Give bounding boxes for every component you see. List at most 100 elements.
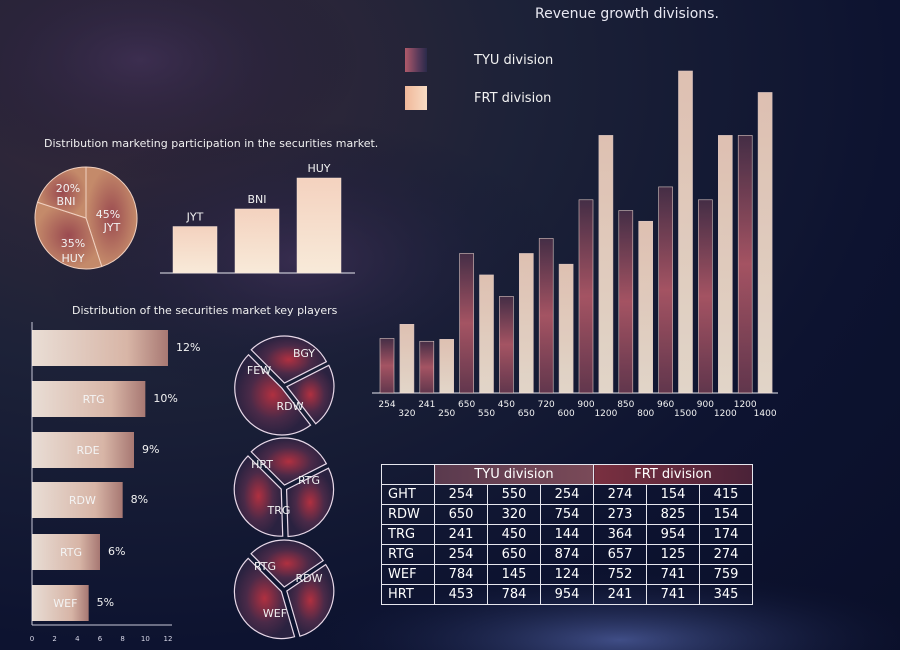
pie-slice [85,166,138,268]
hbar-category-label: RDE [76,444,99,457]
hbar-tick-label: 4 [75,635,80,643]
revenue-tick-label: 254 [378,400,395,410]
hbar-bar [32,585,89,621]
hbar-tick-label: 2 [52,635,56,643]
revenue-tick-label: 1500 [674,409,697,419]
table-cell: 320 [487,504,541,525]
pie-few-label: BGY [293,347,315,360]
revenue-bar [518,253,534,394]
table-cell: 954 [646,524,700,545]
small-bar-label: JYT [186,211,204,224]
hbar-bar [32,534,100,570]
pie-slice [34,201,103,270]
hbar-tick-label: 6 [98,635,103,643]
revenue-bar [538,238,554,394]
revenue-tick-label: 550 [478,409,495,419]
revenue-tick-label: 320 [398,409,415,419]
table-header-tyu: TYU division [434,464,594,485]
table-cell: 650 [487,544,541,565]
table-cell: 657 [593,544,647,565]
revenue-bar [499,296,514,394]
table-cell: 450 [487,524,541,545]
pie-rtg-label: WEF [263,607,287,620]
hbar-category-label: RTG [60,546,82,559]
hbar-tick-label: 10 [141,635,150,643]
hbar-value-label: 9% [142,443,159,456]
table-cell: 254 [434,484,488,505]
table-cell: 254 [434,544,488,565]
pie-rtg-slice [286,563,335,637]
table-cell: 741 [646,584,700,605]
pie-hrt-slice [285,467,335,538]
hbar-value-label: 6% [108,545,125,558]
table-row: GHT 254 550 254 274 154 415 [381,484,753,505]
table-cell: 154 [699,504,753,525]
table-cell: 273 [593,504,647,525]
pie-few-slice [286,364,335,425]
revenue-tick-label: 900 [577,400,594,410]
revenue-tick-label: 960 [657,400,674,410]
key-players-chart-title: Distribution of the securities market ke… [72,304,338,317]
revenue-bar [558,263,574,394]
table-cell: 954 [540,584,594,605]
revenue-bar [479,274,494,394]
hbar-bar [32,381,146,417]
table-row-label: HRT [381,584,435,605]
table-header-frt: FRT division [593,464,753,485]
revenue-bar [459,253,474,394]
table-cell: 759 [699,564,753,585]
revenue-tick-label: 241 [418,400,435,410]
pie-hrt-slice [250,437,328,486]
revenue-bar [717,135,733,394]
revenue-bar [658,186,673,394]
revenue-bar [439,339,455,394]
pie-few-slice [250,335,328,384]
revenue-bar [598,135,614,394]
hbar-tick-label: 12 [164,635,173,643]
pie-hrt-label: RTG [298,474,320,487]
pie-value-label: 45% [96,208,120,221]
table-cell: 144 [540,524,594,545]
revenue-tick-label: 900 [697,400,714,410]
hbar-bar [32,482,123,518]
legend-swatch-frt [405,86,427,110]
table-cell: 784 [487,584,541,605]
revenue-tick-label: 450 [498,400,515,410]
revenue-tick-label: 800 [637,409,654,419]
table-cell: 241 [434,524,488,545]
table-row-label: RDW [381,504,435,525]
revenue-bar [737,135,753,394]
pie-rtg-slice [233,557,296,640]
division-data-table: TYU division FRT division GHT 254 550 254 27… [381,464,753,605]
revenue-bar [638,220,654,394]
table-cell: 254 [540,484,594,505]
table-cell: 124 [540,564,594,585]
revenue-tick-label: 720 [538,400,555,410]
pie-value-label: 20% [56,182,80,195]
pie-category-label: HUY [61,252,84,265]
table-cell: 125 [646,544,700,565]
table-cell: 784 [434,564,488,585]
legend-item-tyu: TYU division [405,48,553,72]
hbar-tick-label: 0 [30,635,34,643]
small-bar [172,226,218,274]
revenue-bar [419,340,435,394]
revenue-tick-label: 250 [438,409,455,419]
small-bar-label: BNI [247,193,266,206]
table-row-label: RTG [381,544,435,565]
legend-item-frt: FRT division [405,86,551,110]
hbar-bar [32,330,168,366]
table-cell: 241 [593,584,647,605]
table-cell: 752 [593,564,647,585]
table-row: RDW 650 320 754 273 825 154 [381,504,753,525]
table-row: TRG 241 450 144 364 954 174 [381,524,753,545]
hbar-value-label: 10% [153,392,177,405]
table-row-label: WEF [381,564,435,585]
pie-few-label: RDW [277,400,304,413]
table-cell: 874 [540,544,594,565]
pie-hrt-slice [233,455,284,537]
table-row: WEF 784 145 124 752 741 759 [381,564,753,585]
hbar-tick-label: 8 [120,635,124,643]
pie-value-label: 35% [61,237,85,250]
revenue-bar [618,210,634,394]
